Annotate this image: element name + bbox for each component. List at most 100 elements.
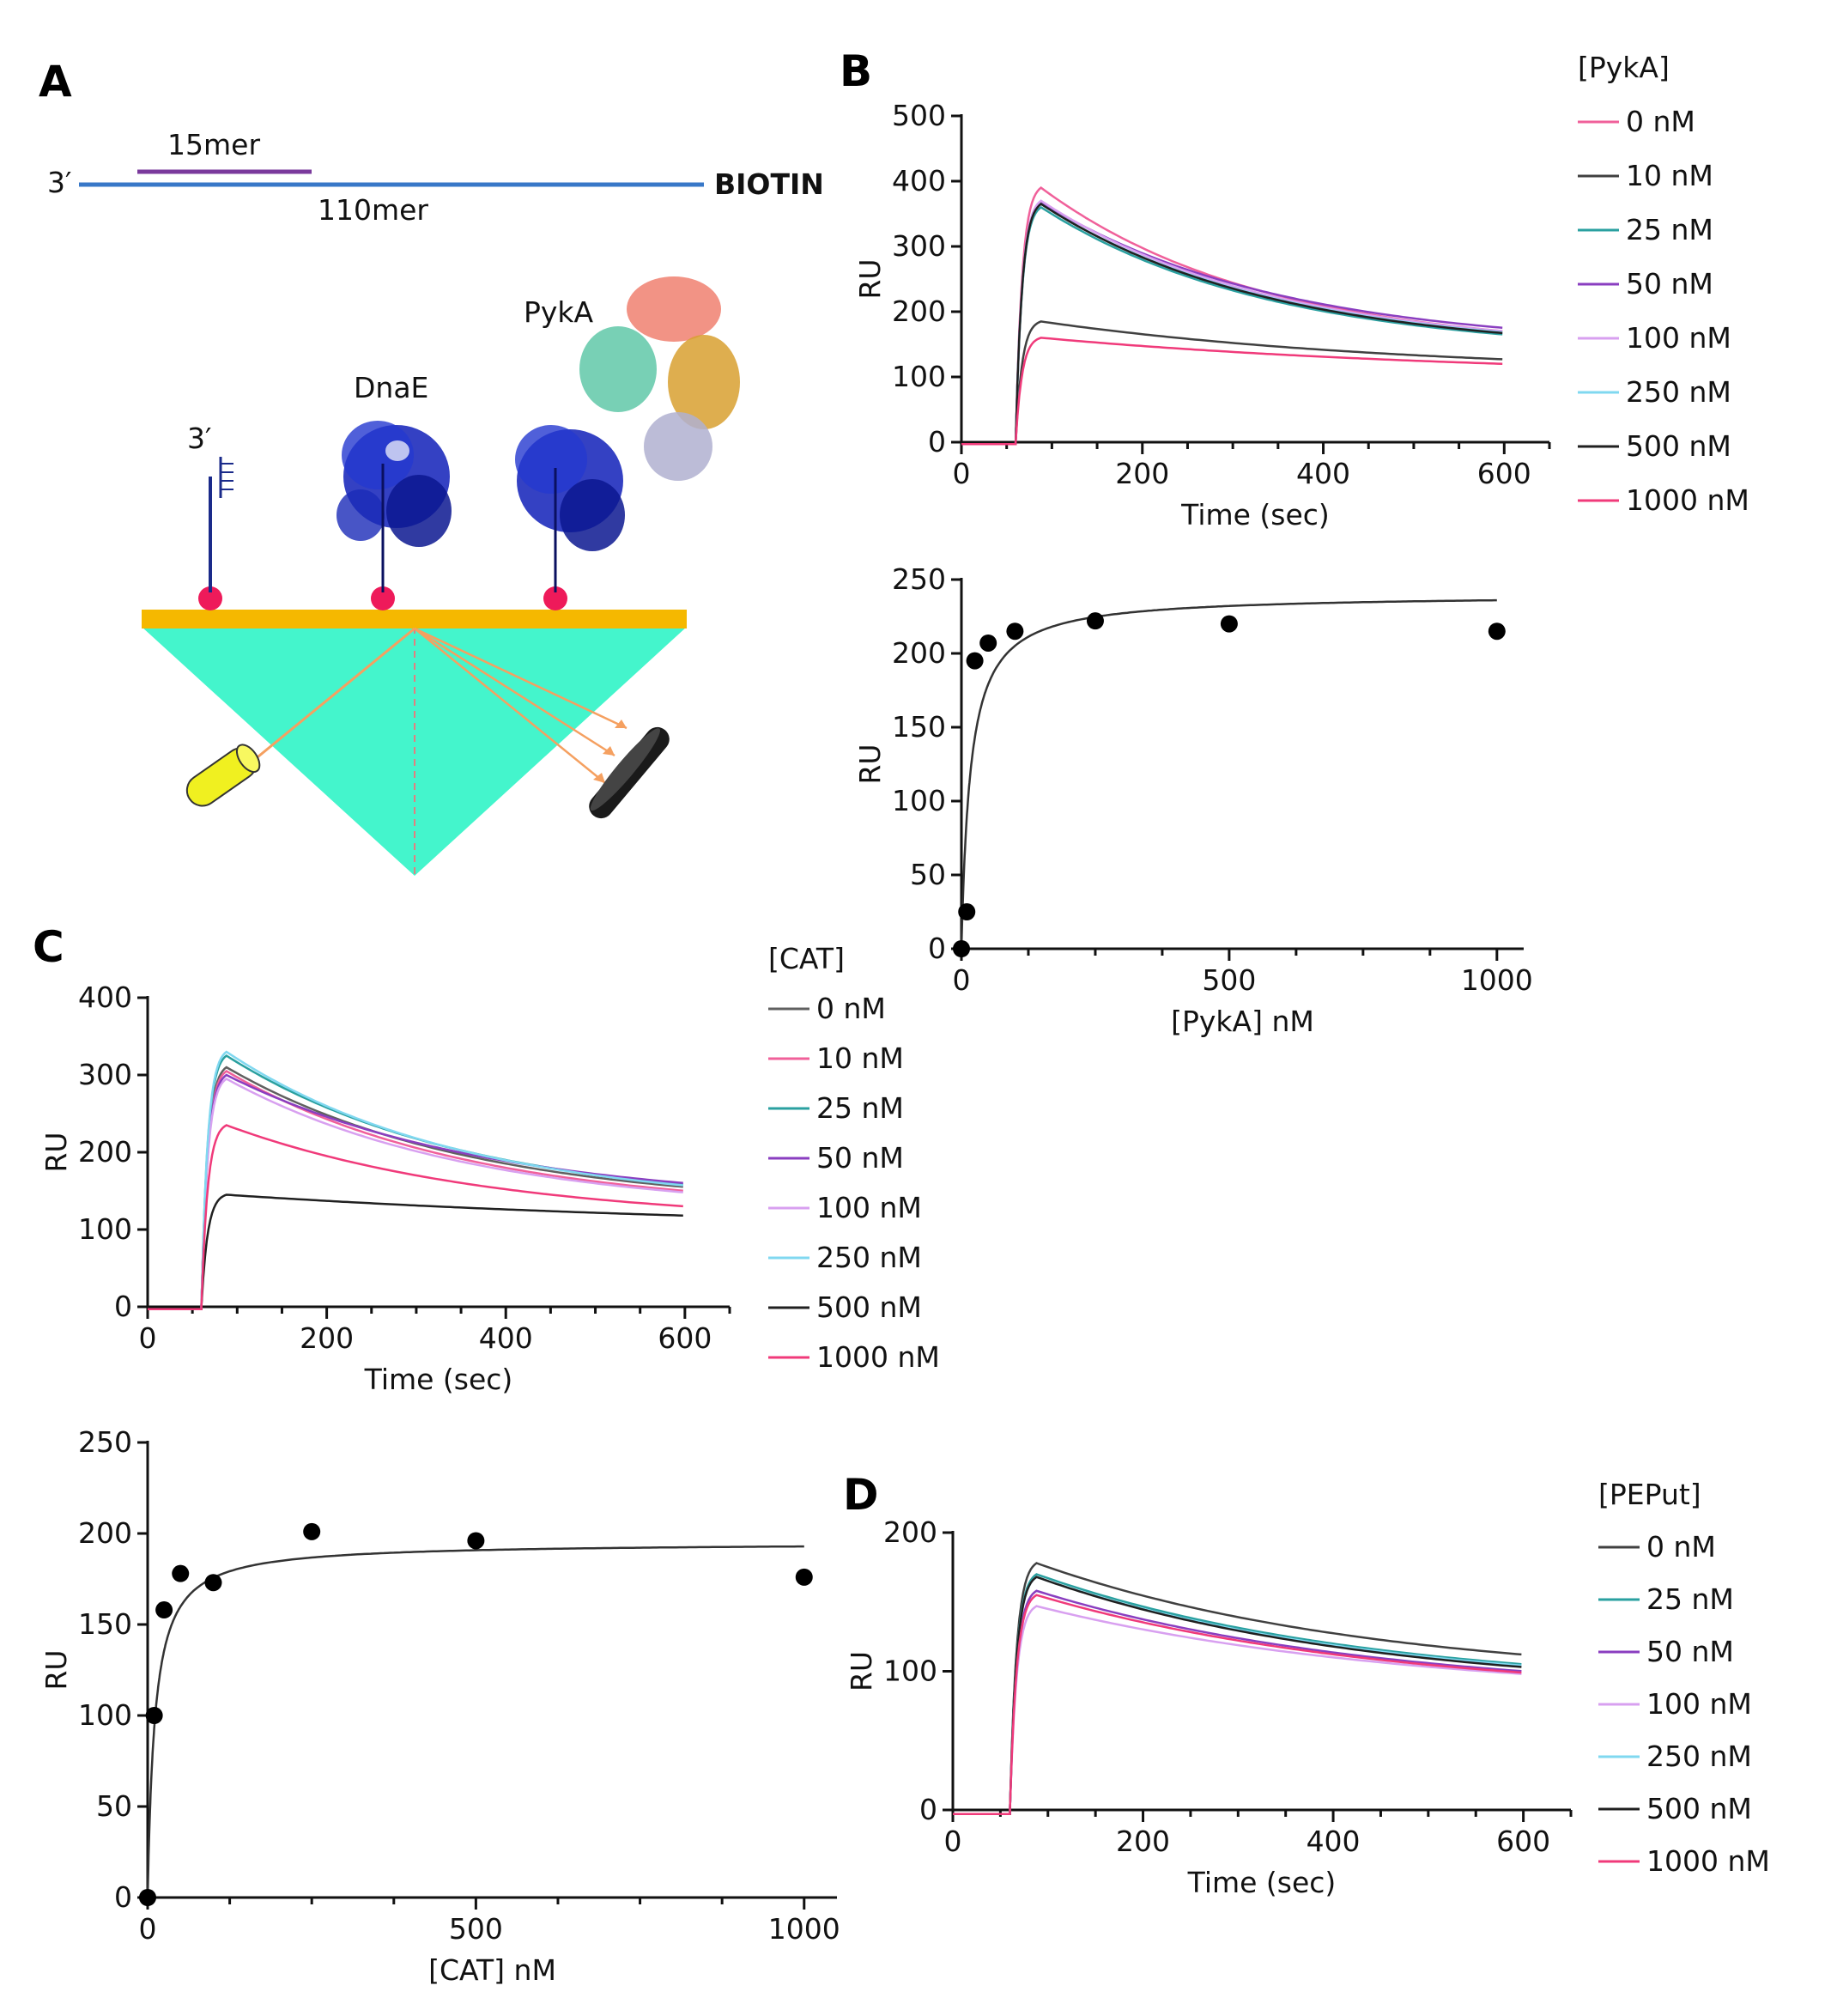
d-sensorgram-legend-label-6: 1000 nM <box>1646 1844 1770 1878</box>
c-binding-data-point-0 <box>139 1889 156 1906</box>
pyka-label: PykA <box>524 295 594 329</box>
b-sensorgram-legend-label-4: 100 nM <box>1626 321 1731 355</box>
c-sensorgram-series-line-6 <box>148 1193 683 1310</box>
b-binding-y-tick-label: 200 <box>892 636 946 670</box>
b-sensorgram-legend-label-3: 50 nM <box>1626 267 1713 301</box>
b-sensorgram-legend-label-1: 10 nM <box>1626 159 1713 192</box>
c-binding-x-tick-label: 0 <box>139 1912 157 1946</box>
b-binding-y-tick-label: 150 <box>892 710 946 744</box>
b-binding-data-point-5 <box>1086 612 1104 630</box>
template-label: 110mer <box>318 193 428 227</box>
c-binding-y-tick-label: 200 <box>78 1516 132 1550</box>
b-binding-fit-curve <box>960 598 1497 950</box>
b-binding-data-point-2 <box>966 652 984 670</box>
c-sensorgram-legend-label-3: 50 nM <box>816 1141 904 1175</box>
b-binding-x-tick-label: 1000 <box>1461 963 1533 997</box>
c-binding-data-point-7 <box>795 1568 813 1586</box>
b-binding-data-point-3 <box>979 634 997 652</box>
d-sensorgram-y-tick-label: 0 <box>919 1793 937 1826</box>
panel-letter-b: B <box>840 46 872 96</box>
c-sensorgram-y-axis-title: RU <box>39 1132 73 1172</box>
streptavidin-bead-2 <box>371 586 395 610</box>
c-sensorgram-series-line-5 <box>148 1050 683 1310</box>
c-sensorgram-y-tick-label: 300 <box>78 1058 132 1091</box>
c-sensorgram-x-tick-label: 600 <box>658 1321 712 1355</box>
b-sensorgram-x-tick-label: 600 <box>1477 457 1531 490</box>
c-sensorgram-y-tick-label: 0 <box>114 1290 132 1323</box>
b-sensorgram-series-line-1 <box>961 320 1503 446</box>
c-sensorgram-legend-label-2: 25 nM <box>816 1091 904 1125</box>
b-sensorgram-y-tick-label: 200 <box>892 295 946 328</box>
b-sensorgram-series-line-2 <box>961 205 1503 446</box>
c-sensorgram-x-tick-label: 0 <box>139 1321 157 1355</box>
b-binding-y-tick-label: 0 <box>928 932 946 965</box>
streptavidin-bead-1 <box>198 586 222 610</box>
d-sensorgram-series-line-6 <box>953 1594 1522 1816</box>
c-sensorgram-series-line-4 <box>148 1078 683 1310</box>
streptavidin-bead-3 <box>543 586 567 610</box>
beam-arrowhead-1 <box>615 720 627 728</box>
d-sensorgram-series-line-2 <box>953 1589 1522 1816</box>
c-binding-data-point-3 <box>172 1564 190 1582</box>
c-sensorgram-legend-label-0: 0 nM <box>816 992 886 1025</box>
c-binding-y-axis-title: RU <box>39 1649 73 1690</box>
panel-letter-d: D <box>843 1470 879 1520</box>
b-binding-y-tick-label: 50 <box>910 858 946 891</box>
c-binding-data-point-2 <box>155 1601 173 1619</box>
b-sensorgram-y-tick-label: 500 <box>892 99 946 132</box>
d-sensorgram-legend-title: [PEPut] <box>1598 1478 1701 1511</box>
chart-c-binding-curve: 0 50 100 150 200 250 0 500 1000 [CAT] nM RU <box>39 1425 840 1987</box>
d-sensorgram-y-axis-title: RU <box>845 1651 878 1691</box>
d-sensorgram-y-tick-label: 100 <box>883 1655 937 1688</box>
b-binding-y-tick-label: 250 <box>892 562 946 596</box>
d-sensorgram-legend-label-1: 25 nM <box>1646 1582 1734 1616</box>
b-binding-x-tick-label: 0 <box>953 963 971 997</box>
c-binding-data-point-4 <box>204 1574 222 1592</box>
d-sensorgram-legend-label-3: 100 nM <box>1646 1687 1752 1721</box>
detector-icon <box>589 726 670 819</box>
d-sensorgram-legend-label-4: 250 nM <box>1646 1740 1752 1773</box>
b-binding-data-point-4 <box>1006 622 1024 641</box>
b-sensorgram-y-axis-title: RU <box>853 258 887 299</box>
incident-beam <box>248 627 415 766</box>
c-binding-x-tick-label: 500 <box>449 1912 503 1946</box>
d-sensorgram-legend-label-5: 500 nM <box>1646 1792 1752 1825</box>
b-sensorgram-x-tick-label: 0 <box>953 457 971 490</box>
dna-3prime-label: 3′ <box>187 422 212 455</box>
c-sensorgram-legend-label-1: 10 nM <box>816 1041 904 1075</box>
c-binding-data-point-1 <box>145 1707 163 1724</box>
dnae-label: DnaE <box>354 371 428 404</box>
c-sensorgram-x-axis-title: Time (sec) <box>364 1363 513 1396</box>
chart-b-sensorgram: 0 100 200 300 400 500 0 200 400 600 Time (sec) RU [P… <box>853 51 1749 531</box>
b-sensorgram-series-line-6 <box>961 203 1503 446</box>
b-sensorgram-legend-label-0: 0 nM <box>1626 105 1695 138</box>
b-sensorgram-y-tick-label: 400 <box>892 164 946 197</box>
c-sensorgram-legend-label-5: 250 nM <box>816 1241 922 1274</box>
b-sensorgram-legend-label-2: 25 nM <box>1626 213 1713 246</box>
d-sensorgram-legend-label-0: 0 nM <box>1646 1530 1716 1564</box>
c-binding-y-tick-label: 50 <box>96 1789 132 1823</box>
c-binding-fit-curve <box>146 1545 804 1898</box>
b-sensorgram-series-line-4 <box>961 199 1503 446</box>
b-binding-y-axis-title: RU <box>853 744 887 784</box>
c-sensorgram-series-line-7 <box>148 1124 683 1310</box>
c-binding-x-tick-label: 1000 <box>768 1912 840 1946</box>
d-sensorgram-series-line-1 <box>953 1573 1522 1816</box>
reflected-beam-1 <box>414 627 628 730</box>
b-sensorgram-y-tick-label: 300 <box>892 229 946 263</box>
d-sensorgram-series-line-4 <box>953 1576 1522 1816</box>
b-binding-x-tick-label: 500 <box>1202 963 1256 997</box>
c-sensorgram-legend-label-4: 100 nM <box>816 1191 922 1224</box>
b-sensorgram-series-line-7 <box>961 337 1503 446</box>
b-sensorgram-legend-title: [PykA] <box>1578 51 1670 84</box>
b-sensorgram-legend-label-6: 500 nM <box>1626 429 1731 463</box>
c-binding-data-point-6 <box>467 1532 485 1550</box>
c-binding-y-tick-label: 150 <box>78 1607 132 1641</box>
template-3prime-label: 3′ <box>47 166 72 199</box>
c-sensorgram-y-tick-label: 400 <box>78 981 132 1014</box>
probe-label: 15mer <box>167 128 260 161</box>
d-sensorgram-series-line-3 <box>953 1605 1522 1816</box>
panel-letter-a: A <box>39 57 72 106</box>
b-binding-data-point-1 <box>958 903 976 920</box>
c-sensorgram-y-tick-label: 200 <box>78 1135 132 1169</box>
